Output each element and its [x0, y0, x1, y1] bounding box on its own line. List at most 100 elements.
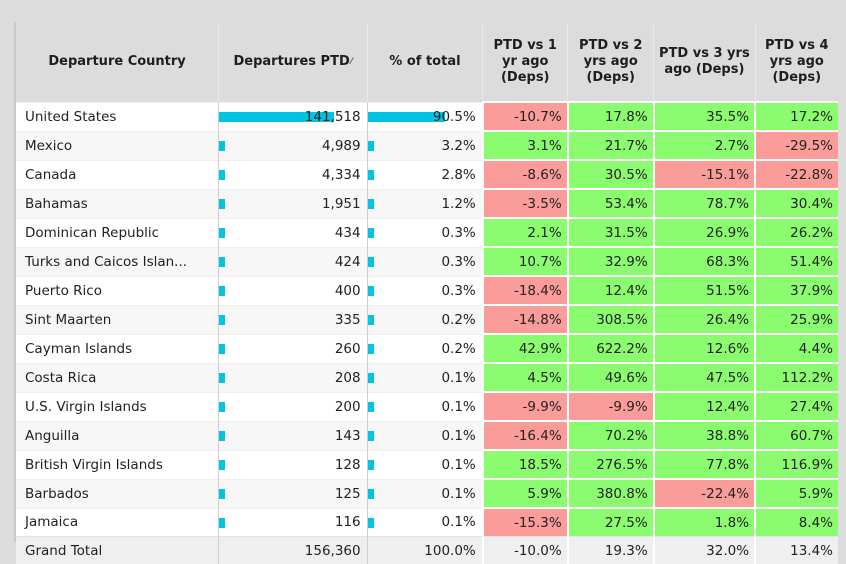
pct-total-value: 0.3%	[441, 282, 476, 299]
departures-bar	[219, 256, 226, 267]
pct-total-value: 0.3%	[441, 253, 476, 270]
table-row[interactable]: British Virgin Islands 128 0.1% 18.5% 276.5%…	[16, 449, 838, 479]
change-vs4-cell: 27.4%	[754, 391, 838, 421]
departures-cell: 424	[218, 246, 368, 276]
change-vs1-cell: 42.9%	[481, 333, 568, 363]
change-vs4-cell: 17.2%	[754, 101, 838, 131]
departures-cell: 4,334	[218, 159, 368, 189]
pct-total-cell: 0.1%	[366, 507, 483, 537]
change-vs1-cell: 5.9%	[481, 478, 568, 508]
country-cell: Mexico	[16, 130, 219, 160]
pct-total-value: 0.1%	[441, 369, 476, 386]
table-row[interactable]: U.S. Virgin Islands 200 0.1% -9.9% -9.9% 12.4…	[16, 391, 838, 421]
change-vs1-cell: -15.3%	[481, 507, 568, 537]
pct-total-value: 90.5%	[432, 108, 476, 125]
grand-total-row: Grand Total 156,360 100.0% -10.0% 19.3% 32.0%…	[16, 536, 838, 564]
table-row[interactable]: Costa Rica 208 0.1% 4.5% 49.6% 47.5% 112.2%	[16, 362, 838, 392]
header-vs-3yr[interactable]: PTD vs 3 yrs ago (Deps)	[653, 22, 756, 102]
change-vs4-cell: 37.9%	[754, 275, 838, 305]
departures-cell: 434	[218, 217, 368, 247]
table-row[interactable]: Mexico 4,989 3.2% 3.1% 21.7% 2.7% -29.5%	[16, 130, 838, 160]
change-vs2-cell: 49.6%	[566, 362, 654, 392]
departures-cell: 400	[218, 275, 368, 305]
table-row[interactable]: United States 141,518 90.5% -10.7% 17.8% 35.5…	[16, 101, 838, 131]
pct-total-value: 0.1%	[441, 456, 476, 473]
table-row[interactable]: Dominican Republic 434 0.3% 2.1% 31.5% 26.9% 2…	[16, 217, 838, 247]
pct-total-cell: 0.1%	[366, 391, 483, 421]
change-vs2-cell: 30.5%	[566, 159, 654, 189]
table-row[interactable]: Puerto Rico 400 0.3% -18.4% 12.4% 51.5% 37.9%	[16, 275, 838, 305]
change-vs2-cell: 12.4%	[566, 275, 654, 305]
change-vs1-cell: 2.1%	[481, 217, 568, 247]
departures-cell: 128	[218, 449, 368, 479]
country-cell: Dominican Republic	[16, 217, 219, 247]
pct-total-value: 0.1%	[441, 514, 476, 531]
pct-total-value: 0.1%	[441, 398, 476, 415]
header-vs-2yr[interactable]: PTD vs 2 yrs ago (Deps)	[567, 22, 654, 102]
table-row[interactable]: Canada 4,334 2.8% -8.6% 30.5% -15.1% -22.8%	[16, 159, 838, 189]
pct-total-cell: 0.3%	[366, 217, 483, 247]
change-vs1-cell: 3.1%	[481, 130, 568, 160]
table-row[interactable]: Barbados 125 0.1% 5.9% 380.8% -22.4% 5.9%	[16, 478, 838, 508]
header-vs-1yr[interactable]: PTD vs 1 yr ago (Deps)	[482, 22, 568, 102]
table-row[interactable]: Turks and Caicos Islan... 424 0.3% 10.7% 32.…	[16, 246, 838, 276]
country-cell: Costa Rica	[16, 362, 219, 392]
change-vs2-cell: 308.5%	[566, 304, 654, 334]
departures-value: 143	[334, 427, 361, 444]
table-row[interactable]: Jamaica 116 0.1% -15.3% 27.5% 1.8% 8.4%	[16, 507, 838, 537]
pct-total-cell: 0.1%	[366, 478, 483, 508]
change-vs1-cell: -18.4%	[481, 275, 568, 305]
change-vs4-cell: 25.9%	[754, 304, 838, 334]
change-vs4-cell: 116.9%	[754, 449, 838, 479]
country-cell: British Virgin Islands	[16, 449, 219, 479]
departures-value: 208	[334, 369, 361, 386]
pct-total-cell: 0.3%	[366, 246, 483, 276]
departures-value: 128	[334, 456, 361, 473]
departures-bar	[219, 140, 226, 151]
country-cell: Jamaica	[16, 507, 219, 537]
change-vs3-cell: 26.4%	[652, 304, 756, 334]
departures-value: 125	[334, 485, 361, 502]
departures-table: Departure Country Departures PTD⁄ % of t…	[16, 22, 838, 564]
pct-total-value: 0.2%	[441, 311, 476, 328]
departures-bar	[219, 111, 335, 122]
pct-total-cell: 90.5%	[366, 101, 483, 131]
departures-cell: 116	[218, 507, 368, 537]
departures-value: 260	[334, 340, 361, 357]
departures-bar	[219, 517, 226, 528]
sort-descending-icon[interactable]: ⁄	[350, 56, 353, 67]
departures-value: 335	[334, 311, 361, 328]
table-row[interactable]: Anguilla 143 0.1% -16.4% 70.2% 38.8% 60.7%	[16, 420, 838, 450]
table-row[interactable]: Bahamas 1,951 1.2% -3.5% 53.4% 78.7% 30.4%	[16, 188, 838, 218]
country-cell: Puerto Rico	[16, 275, 219, 305]
departures-bar	[219, 372, 226, 383]
table-row[interactable]: Cayman Islands 260 0.2% 42.9% 622.2% 12.6% 4.4…	[16, 333, 838, 363]
change-vs3-cell: 1.8%	[652, 507, 756, 537]
grand-total-label: Grand Total	[16, 536, 219, 564]
change-vs2-cell: 622.2%	[566, 333, 654, 363]
departures-cell: 4,989	[218, 130, 368, 160]
pct-total-bar	[368, 488, 374, 499]
pct-total-value: 3.2%	[441, 137, 476, 154]
grand-total-departures: 156,360	[218, 536, 368, 564]
grand-total-vs1: -10.0%	[481, 536, 568, 564]
change-vs3-cell: 38.8%	[652, 420, 756, 450]
change-vs1-cell: -10.7%	[481, 101, 568, 131]
header-departures-ptd[interactable]: Departures PTD⁄	[218, 22, 368, 102]
departures-value: 400	[334, 282, 361, 299]
country-cell: United States	[16, 101, 219, 131]
pct-total-bar	[368, 343, 374, 354]
change-vs4-cell: 51.4%	[754, 246, 838, 276]
header-departure-country[interactable]: Departure Country	[16, 22, 219, 102]
departures-cell: 143	[218, 420, 368, 450]
departures-value: 4,989	[321, 137, 361, 154]
pct-total-bar	[368, 401, 374, 412]
departures-cell: 141,518	[218, 101, 368, 131]
change-vs4-cell: 4.4%	[754, 333, 838, 363]
pct-total-cell: 0.1%	[366, 449, 483, 479]
header-vs-4yr[interactable]: PTD vs 4 yrs ago (Deps)	[754, 22, 838, 102]
change-vs4-cell: 8.4%	[754, 507, 838, 537]
table-row[interactable]: Sint Maarten 335 0.2% -14.8% 308.5% 26.4% 25.9…	[16, 304, 838, 334]
header-pct-total[interactable]: % of total	[366, 22, 483, 102]
change-vs3-cell: 35.5%	[652, 101, 756, 131]
